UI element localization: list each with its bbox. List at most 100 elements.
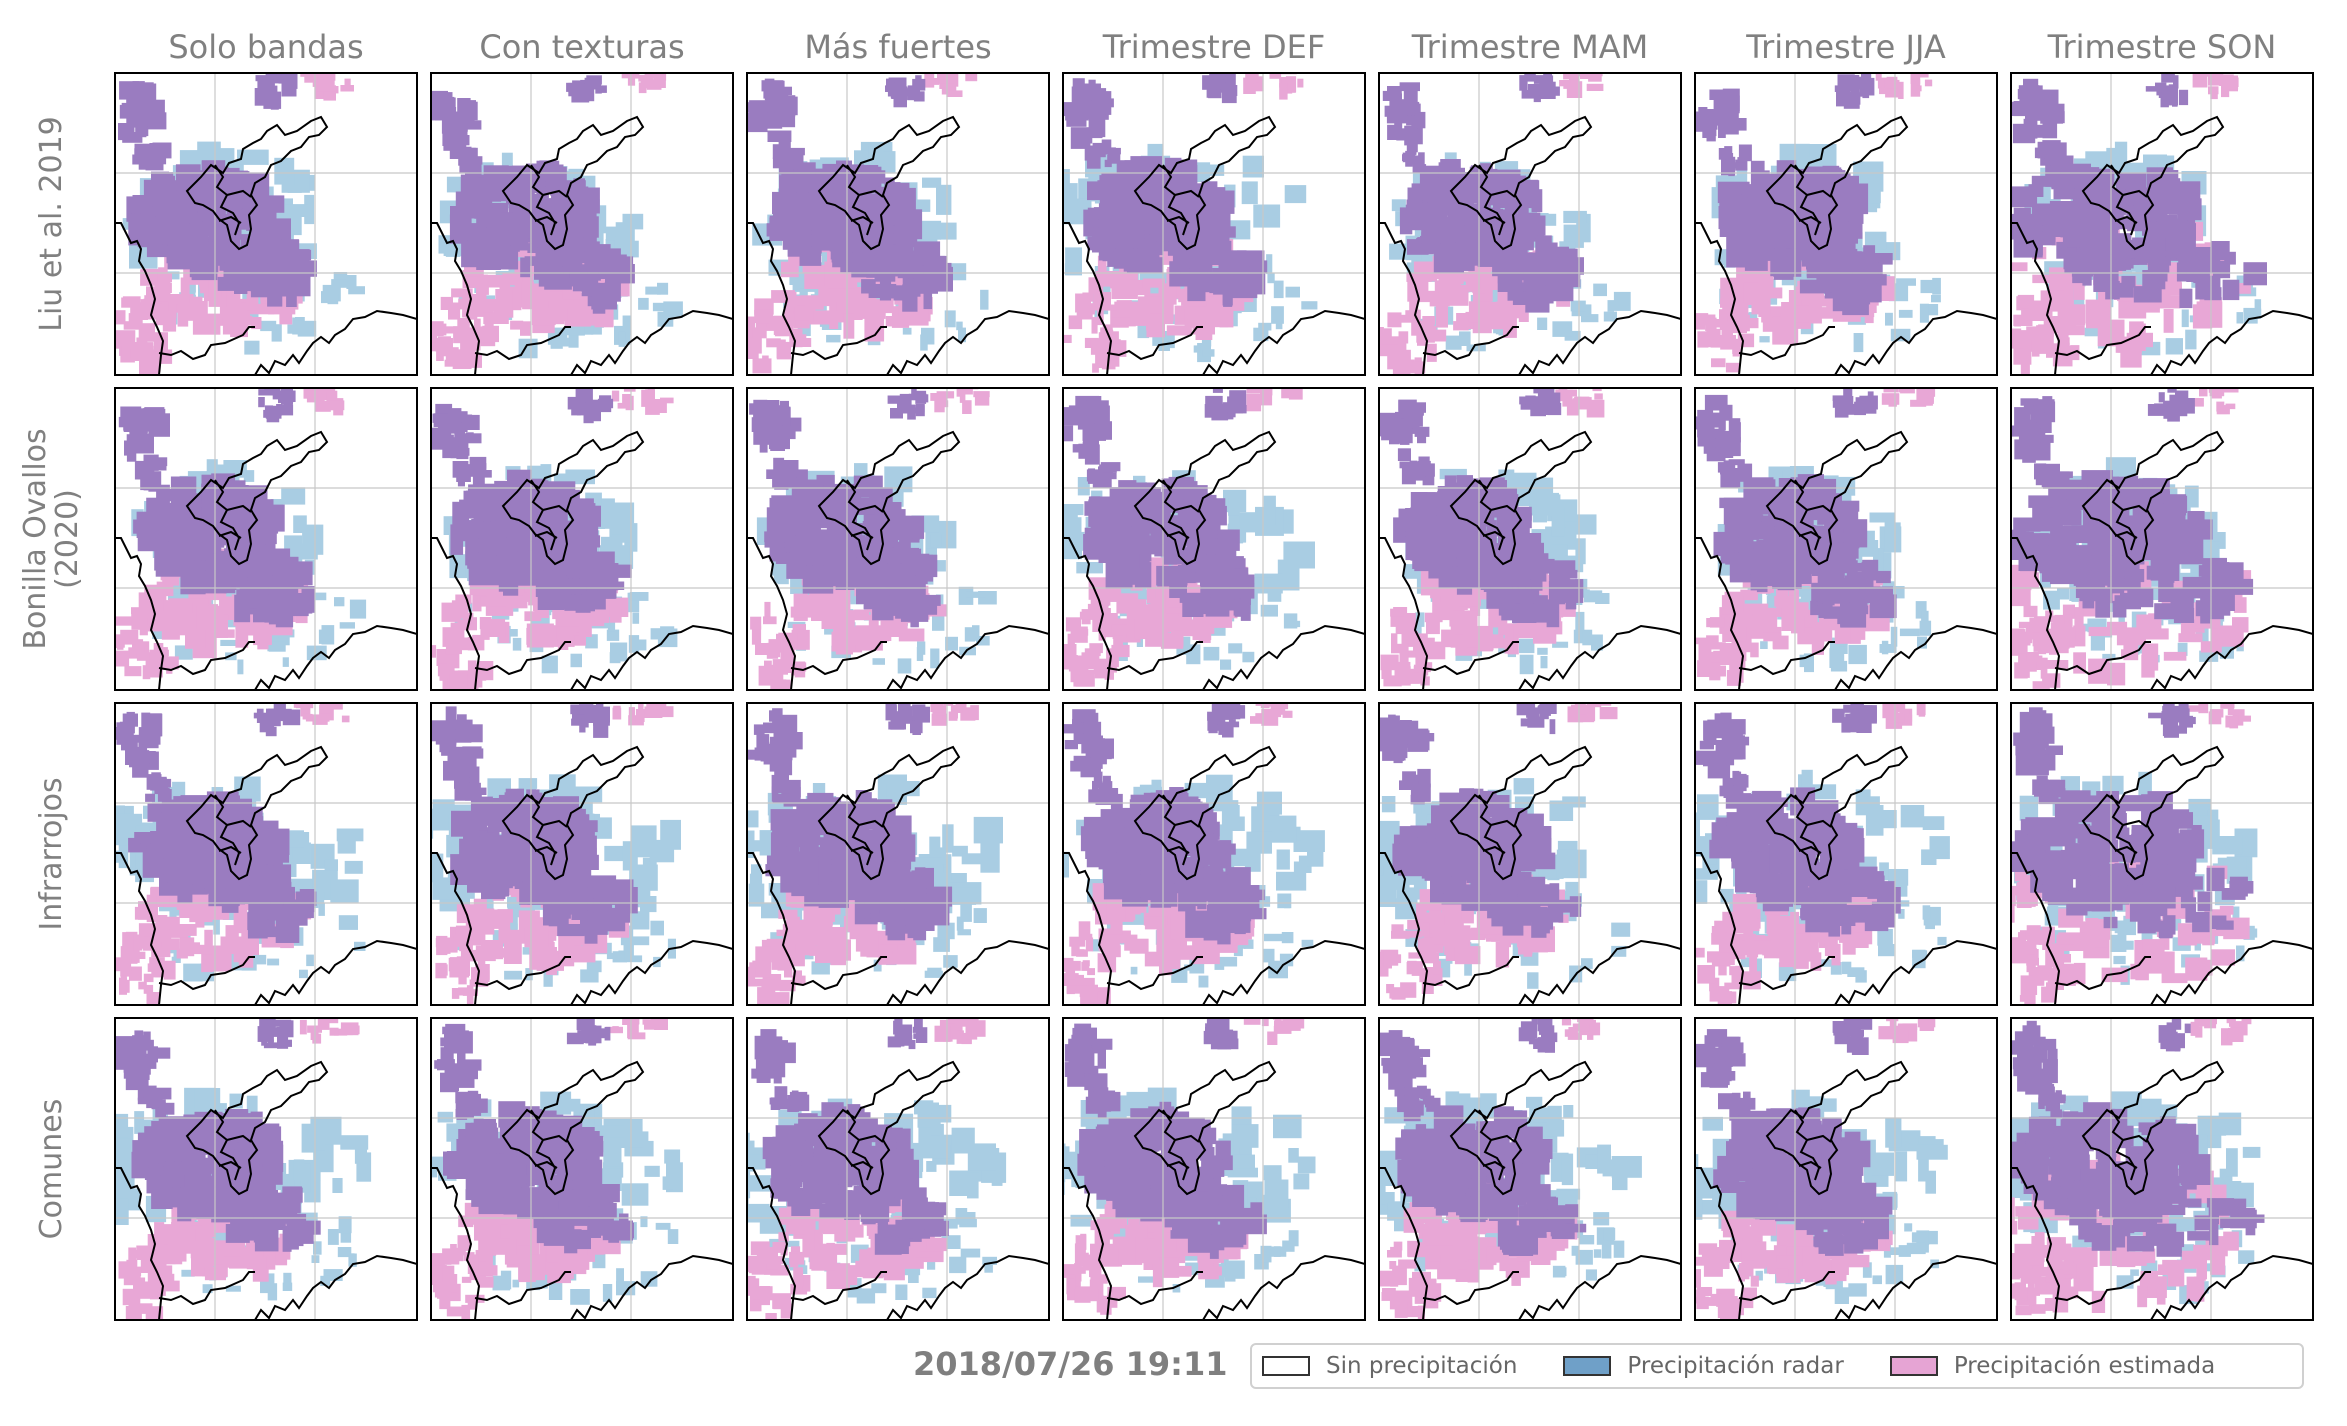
panel-frame: [746, 702, 1050, 1006]
precipitation-layer: [747, 73, 989, 374]
map-panel: [1695, 703, 1997, 1005]
boundary-lines: [115, 745, 417, 1005]
row-title: Infrarrojos: [34, 777, 69, 931]
column-title: Más fuertes: [804, 28, 992, 66]
boundary-lines: [2011, 1060, 2313, 1320]
map-panel: [1379, 1018, 1681, 1320]
panel-frame: [1378, 387, 1682, 691]
map-panel: [1063, 703, 1365, 1005]
column-title: Trimestre DEF: [1102, 28, 1326, 66]
column-title: Solo bandas: [168, 28, 364, 66]
column-title: Con texturas: [479, 28, 685, 66]
boundary-lines: [115, 430, 417, 690]
panel-frame: [2010, 387, 2314, 691]
precipitation-layer: [1379, 73, 1631, 375]
panel-frame: [746, 387, 1050, 691]
row-title-line: Liu et al. 2019: [34, 116, 69, 332]
boundary-lines: [1063, 115, 1365, 375]
map-panel: [115, 73, 417, 375]
row-title-line: Bonilla Ovallos: [18, 428, 53, 650]
panel-frame: [114, 387, 418, 691]
map-panel: [431, 388, 733, 690]
boundary-lines: [1379, 115, 1681, 375]
panel-frame: [2010, 702, 2314, 1006]
precipitation-layer: [115, 1018, 372, 1320]
panel-frame: [2010, 1017, 2314, 1321]
boundary-lines: [1379, 1060, 1681, 1320]
map-panel: [747, 73, 1049, 375]
column-title: Trimestre MAM: [1411, 28, 1649, 66]
precipitation-layer: [1063, 73, 1318, 373]
boundary-lines: [2011, 115, 2313, 375]
boundary-lines: [747, 115, 1049, 375]
precipitation-layer: [431, 703, 681, 1005]
map-panel: [747, 388, 1049, 690]
map-panel: [1695, 73, 1997, 375]
boundary-lines: [1695, 745, 1997, 1005]
boundary-lines: [431, 115, 733, 375]
panel-frame: [430, 702, 734, 1006]
panel-frame: [1378, 702, 1682, 1006]
map-panel: [431, 703, 733, 1005]
panel-frame: [1062, 72, 1366, 376]
row-title: Comunes: [34, 1098, 69, 1240]
map-panel: [747, 703, 1049, 1005]
panel-frame: [114, 72, 418, 376]
panel-frame: [746, 72, 1050, 376]
legend-swatch-estimated: [1889, 1356, 1938, 1376]
boundary-lines: [747, 430, 1049, 690]
row-title-line: Comunes: [34, 1098, 69, 1240]
panel-frame: [1694, 702, 1998, 1006]
precipitation-layer: [431, 73, 683, 369]
panel-frame: [1694, 1017, 1998, 1321]
map-panel: [115, 388, 417, 690]
boundary-lines: [115, 1060, 417, 1320]
panel-frame: [430, 387, 734, 691]
row-title-line: Infrarrojos: [34, 777, 69, 931]
precipitation-layer: [1695, 703, 1950, 1005]
panel-frame: [1378, 1017, 1682, 1321]
legend-item-estimated: Precipitación estimada: [1889, 1353, 2216, 1379]
panel-frame: [1062, 387, 1366, 691]
map-panel: [2011, 73, 2313, 375]
precipitation-layer: [1063, 1018, 1316, 1315]
panel-frame: [430, 1017, 734, 1321]
precipitation-layer: [747, 703, 1003, 1005]
map-panel: [1063, 1018, 1365, 1320]
boundary-lines: [2011, 430, 2313, 690]
map-panel: [115, 703, 417, 1005]
precipitation-layer: [115, 703, 366, 1005]
legend-label-estimated: Precipitación estimada: [1953, 1353, 2216, 1379]
boundary-lines: [747, 745, 1049, 1005]
map-panel: [747, 1018, 1049, 1320]
precipitation-layer: [749, 388, 997, 690]
panel-frame: [430, 72, 734, 376]
precipitation-layer: [115, 73, 365, 375]
map-panel: [115, 1018, 417, 1320]
boundary-lines: [1063, 1060, 1365, 1320]
precipitation-layer: [1063, 388, 1315, 687]
map-panel: [1695, 1018, 1997, 1320]
panel-frame: [114, 1017, 418, 1321]
map-panel: [1379, 73, 1681, 375]
precipitation-layer: [1063, 703, 1325, 1005]
map-panel: [2011, 703, 2313, 1005]
precipitation-layer: [1379, 388, 1610, 687]
precipitation-layer: [747, 1018, 1007, 1320]
map-panel: [1695, 388, 1997, 690]
map-panel: [431, 1018, 733, 1320]
boundary-lines: [747, 1060, 1049, 1320]
row-title: Liu et al. 2019: [34, 116, 69, 332]
boundary-lines: [431, 1060, 733, 1320]
boundary-lines: [1695, 1060, 1997, 1320]
boundary-lines: [1695, 115, 1997, 375]
map-panel: [1379, 703, 1681, 1005]
boundary-lines: [1063, 745, 1365, 1005]
panel-frame: [1694, 387, 1998, 691]
panel-frame: [114, 702, 418, 1006]
precipitation-layer: [115, 388, 367, 680]
precipitation-layer: [1695, 1018, 1948, 1320]
column-title: Trimestre JJA: [1746, 28, 1946, 66]
timestamp-label: 2018/07/26 19:11: [913, 1345, 1228, 1383]
